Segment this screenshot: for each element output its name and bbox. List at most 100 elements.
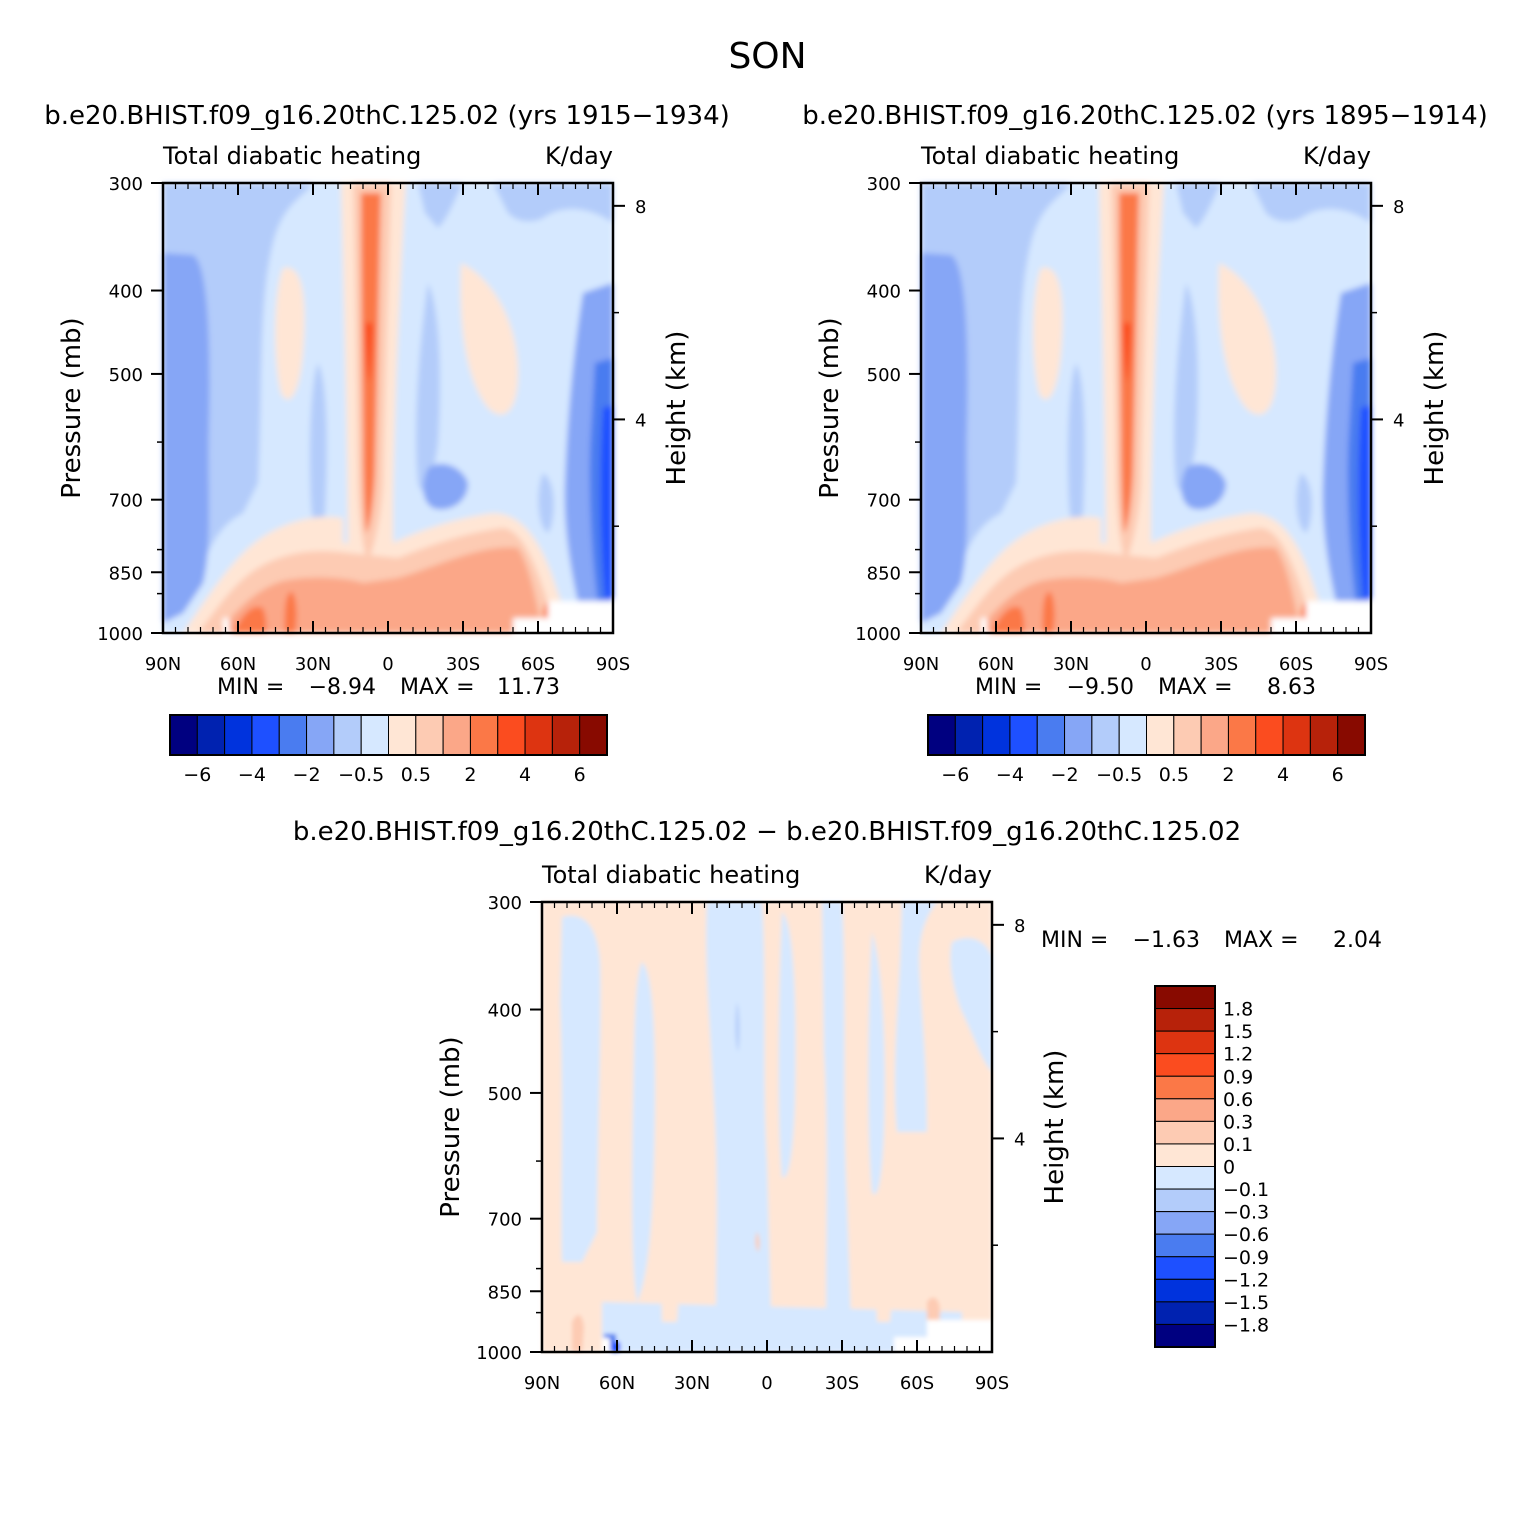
- colorbar-swatch: [1118, 714, 1147, 756]
- diff-min-label: MIN =: [1041, 928, 1108, 953]
- panel-right-max-label: MAX =: [1158, 675, 1233, 700]
- panel-left-case-label: b.e20.BHIST.f09_g16.20thC.125.02 (yrs 19…: [44, 101, 730, 131]
- panel-right-y-axis-label: Pressure (mb): [815, 317, 845, 498]
- panel-left-max-label: MAX =: [400, 675, 475, 700]
- panel-right-contours: [921, 183, 1371, 633]
- panel-left-units: K/day: [545, 142, 613, 170]
- colorbar-swatch: [1009, 714, 1038, 756]
- colorbar-label: 4: [519, 764, 531, 786]
- colorbar-swatch: [1255, 714, 1284, 756]
- panel-left-y2-axis-label: Height (km): [662, 331, 692, 486]
- panel-right-x-tick-label: 30N: [1053, 654, 1089, 675]
- colorbar-frame: [927, 714, 1366, 756]
- panel-left-y2-tick-label: 4: [635, 410, 646, 431]
- diff-x-tick-label: 30N: [674, 1373, 710, 1394]
- panel-right-y-tick-label: 500: [867, 365, 901, 386]
- colorbar-label: −2: [1051, 764, 1079, 786]
- panel-left-x-tick-label: 0: [382, 654, 393, 675]
- diff-y-tick-label: 500: [488, 1084, 522, 1105]
- diff-field-label: Total diabatic heating: [541, 861, 800, 889]
- panel-right-x-tick-label: 90S: [1354, 654, 1388, 675]
- diff-colorbar-label: −0.1: [1223, 1179, 1269, 1201]
- colorbar-swatch: [224, 714, 253, 756]
- diff-y-tick-label: 400: [488, 1001, 522, 1022]
- panel-right-max-value: 8.63: [1267, 675, 1316, 700]
- diff-colorbar-label: −0.3: [1223, 1202, 1269, 1224]
- panel-right-min-label: MIN =: [975, 675, 1042, 700]
- diff-colorbar-label: −1.2: [1223, 1269, 1269, 1291]
- diff-x-tick-label: 0: [761, 1373, 772, 1394]
- diff-colorbar-label: 0.3: [1223, 1111, 1253, 1133]
- panel-left-y-tick-label: 400: [109, 282, 143, 303]
- diff-colorbar-label: −1.8: [1223, 1314, 1269, 1336]
- diff-colorbar-label: 0: [1223, 1157, 1235, 1179]
- panel-right-x-tick-label: 60N: [978, 654, 1014, 675]
- panel-left-y-tick-label: 1000: [97, 624, 143, 645]
- panel-left-y-tick-label: 300: [109, 174, 143, 195]
- diff-x-tick-label: 60S: [900, 1373, 934, 1394]
- colorbar-swatch: [1309, 714, 1339, 756]
- colorbar-swatch: [360, 714, 389, 756]
- diff-min-value: −1.63: [1133, 928, 1200, 953]
- panel-right-y2-axis-label: Height (km): [1420, 331, 1450, 486]
- diff-case-label: b.e20.BHIST.f09_g16.20thC.125.02 − b.e20…: [293, 817, 1241, 847]
- colorbar-swatch: [1173, 714, 1202, 756]
- panel-right-case-label: b.e20.BHIST.f09_g16.20thC.125.02 (yrs 18…: [802, 101, 1488, 131]
- colorbar-label: 2: [464, 764, 476, 786]
- panel-left-x-tick-label: 30S: [446, 654, 480, 675]
- panel-left-x-tick-label: 90N: [145, 654, 181, 675]
- colorbar-swatch: [524, 714, 553, 756]
- diff-colorbar-swatch: [1154, 1256, 1216, 1280]
- diff-x-tick-label: 60N: [599, 1373, 635, 1394]
- colorbar-label: 0.5: [1159, 764, 1189, 786]
- diff-colorbar-swatch: [1154, 1211, 1216, 1235]
- diff-max-label: MAX =: [1224, 928, 1299, 953]
- colorbar-swatch: [278, 714, 308, 756]
- diff-colorbar-label: 0.6: [1223, 1089, 1253, 1111]
- diff-colorbar-label: −0.6: [1223, 1224, 1269, 1246]
- colorbar-label: −4: [238, 764, 266, 786]
- colorbar-swatch: [927, 714, 956, 756]
- colorbar-swatch: [415, 714, 444, 756]
- colorbar-swatch: [388, 714, 417, 756]
- diff-y-tick-label: 700: [488, 1210, 522, 1231]
- panel-right-x-tick-label: 90N: [903, 654, 939, 675]
- diff-colorbar: 1.81.51.20.90.60.30.10−0.1−0.3−0.6−0.9−1…: [1154, 985, 1269, 1348]
- panel-left-x-tick-label: 30N: [295, 654, 331, 675]
- diff-colorbar-label: −1.5: [1223, 1292, 1269, 1314]
- diff-colorbar-label: 0.9: [1223, 1066, 1253, 1088]
- colorbar-frame: [169, 714, 608, 756]
- diff-colorbar-label: 1.8: [1223, 999, 1253, 1021]
- diff-colorbar-swatch: [1154, 1075, 1216, 1100]
- panel-right-min-value: −9.50: [1067, 675, 1134, 700]
- colorbar-swatch: [169, 714, 198, 756]
- diff-colorbar-label: 0.1: [1223, 1134, 1253, 1156]
- panel-left-x-tick-label: 90S: [596, 654, 630, 675]
- panel-right: b.e20.BHIST.f09_g16.20thC.125.02 (yrs 18…: [802, 101, 1488, 786]
- diff-colorbar-swatch: [1154, 1323, 1216, 1348]
- panel-left-contours: [163, 183, 613, 633]
- colorbar-swatch: [1036, 714, 1066, 756]
- panel-right-x-tick-label: 60S: [1279, 654, 1313, 675]
- panel-left: b.e20.BHIST.f09_g16.20thC.125.02 (yrs 19…: [44, 101, 730, 786]
- panel-left-y-tick-label: 700: [109, 491, 143, 512]
- diff-x-tick-label: 90N: [524, 1373, 560, 1394]
- panel-left-x-tick-label: 60S: [521, 654, 555, 675]
- panel-right-y-tick-label: 300: [867, 174, 901, 195]
- diff-y-tick-label: 850: [488, 1282, 522, 1303]
- diff-colorbar-swatch: [1154, 1030, 1216, 1055]
- colorbar-label: 0.5: [401, 764, 431, 786]
- diff-colorbar-label: −0.9: [1223, 1247, 1269, 1269]
- panel-left-y-tick-label: 850: [109, 563, 143, 584]
- panel-right-y2-tick-label: 4: [1393, 410, 1404, 431]
- colorbar-swatch: [1091, 714, 1120, 756]
- panel-left-max-value: 11.73: [497, 675, 560, 700]
- diff-colorbar-swatch: [1154, 1188, 1216, 1213]
- panel-left-min-value: −8.94: [309, 675, 376, 700]
- panel-left-x-tick-label: 60N: [220, 654, 256, 675]
- colorbar-swatch: [196, 714, 226, 756]
- diff-contours: [542, 902, 992, 1352]
- diff-colorbar-swatch: [1154, 1166, 1216, 1190]
- colorbar-swatch: [551, 714, 581, 756]
- diff-colorbar-label: 1.5: [1223, 1021, 1253, 1043]
